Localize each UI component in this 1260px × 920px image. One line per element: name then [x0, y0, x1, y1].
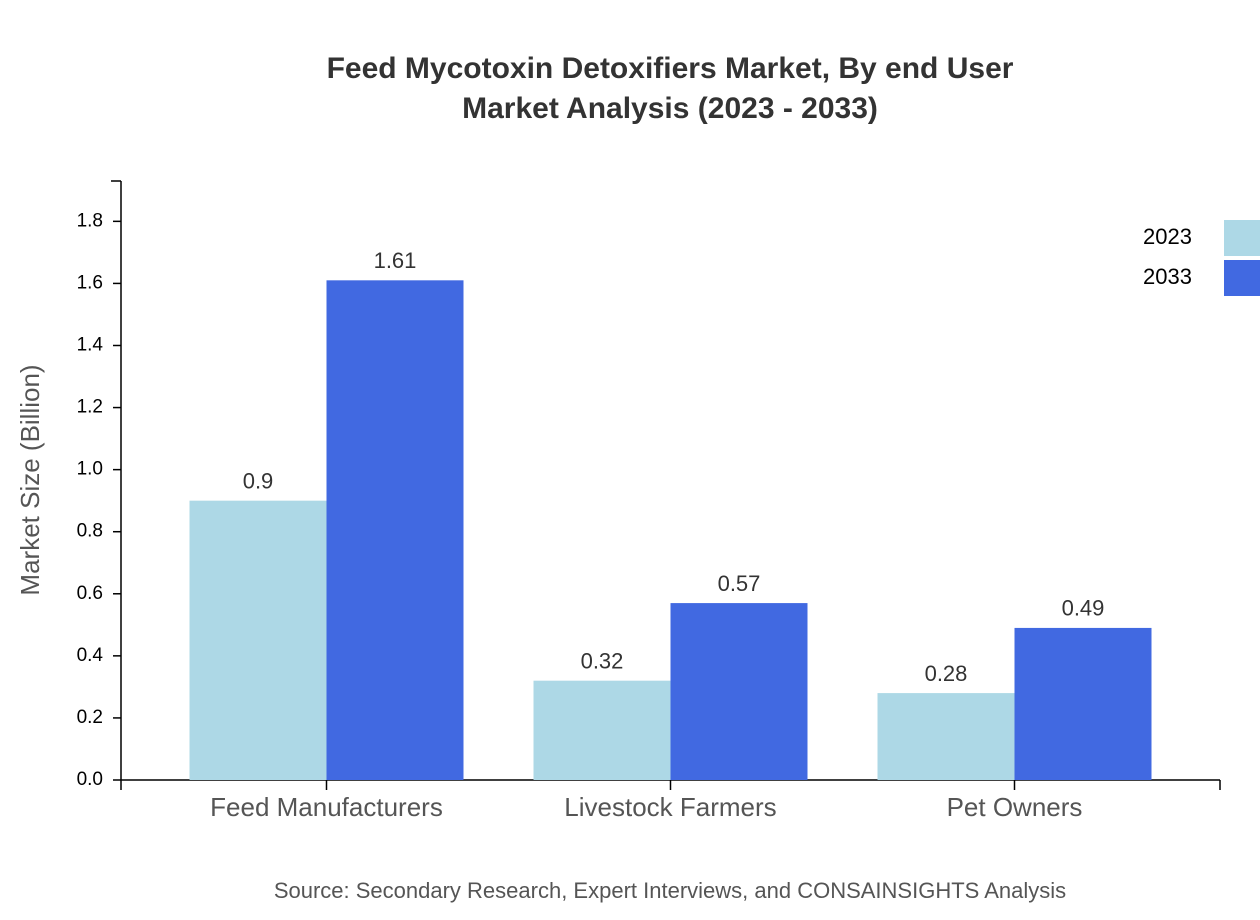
x-tick-label: Pet Owners — [947, 792, 1083, 822]
x-tick-label: Livestock Farmers — [564, 792, 776, 822]
bar — [533, 680, 671, 780]
value-label: 0.49 — [1062, 596, 1105, 621]
value-label: 1.61 — [374, 248, 417, 273]
bar — [326, 280, 464, 780]
x-tick-label: Feed Manufacturers — [210, 792, 443, 822]
value-label: 0.32 — [581, 648, 624, 673]
y-tick-label: 1.6 — [77, 272, 103, 293]
bar — [670, 603, 808, 780]
legend-label: 2023 — [1143, 224, 1192, 249]
bar — [189, 500, 327, 780]
source-note: Source: Secondary Research, Expert Inter… — [274, 878, 1066, 903]
chart-subtitle: Market Analysis (2023 - 2033) — [462, 92, 878, 125]
bar — [1014, 627, 1152, 780]
y-tick-label: 1.2 — [77, 397, 103, 418]
legend-swatch — [1224, 260, 1260, 296]
y-tick-label: 0.4 — [77, 645, 104, 666]
y-tick-label: 1.8 — [77, 210, 103, 231]
value-label: 0.28 — [925, 661, 968, 686]
bar — [877, 693, 1015, 780]
y-tick-label: 0.8 — [77, 521, 103, 542]
legend-swatch — [1224, 220, 1260, 256]
y-tick-label: 1.0 — [77, 459, 103, 480]
value-label: 0.57 — [718, 571, 761, 596]
chart-title: Feed Mycotoxin Detoxifiers Market, By en… — [327, 52, 1014, 85]
legend-label: 2033 — [1143, 264, 1192, 289]
y-tick-label: 0.2 — [77, 707, 103, 728]
y-tick-label: 0.0 — [77, 769, 103, 790]
y-axis-label: Market Size (Billion) — [15, 364, 45, 595]
y-tick-label: 0.6 — [77, 583, 103, 604]
value-label: 0.9 — [243, 468, 274, 493]
y-tick-label: 1.4 — [77, 335, 104, 356]
